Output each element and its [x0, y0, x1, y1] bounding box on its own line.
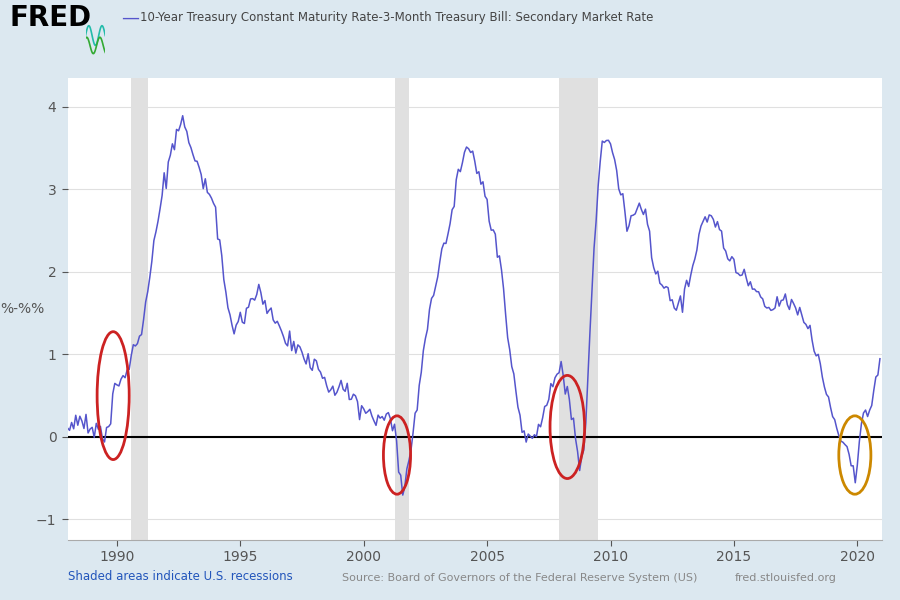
Text: Source: Board of Governors of the Federal Reserve System (US): Source: Board of Governors of the Federa… [342, 573, 698, 583]
Y-axis label: %-%%: %-%% [0, 302, 44, 316]
Bar [131, 78, 148, 540]
Text: 10-Year Treasury Constant Maturity Rate-3-Month Treasury Bill: Secondary Market : 10-Year Treasury Constant Maturity Rate-… [140, 11, 652, 25]
Text: FRED: FRED [9, 4, 91, 32]
Text: fred.stlouisfed.org: fred.stlouisfed.org [735, 573, 837, 583]
Text: —: — [122, 9, 140, 27]
Bar [559, 78, 598, 540]
Text: Shaded areas indicate U.S. recessions: Shaded areas indicate U.S. recessions [68, 570, 292, 583]
Bar [394, 78, 409, 540]
